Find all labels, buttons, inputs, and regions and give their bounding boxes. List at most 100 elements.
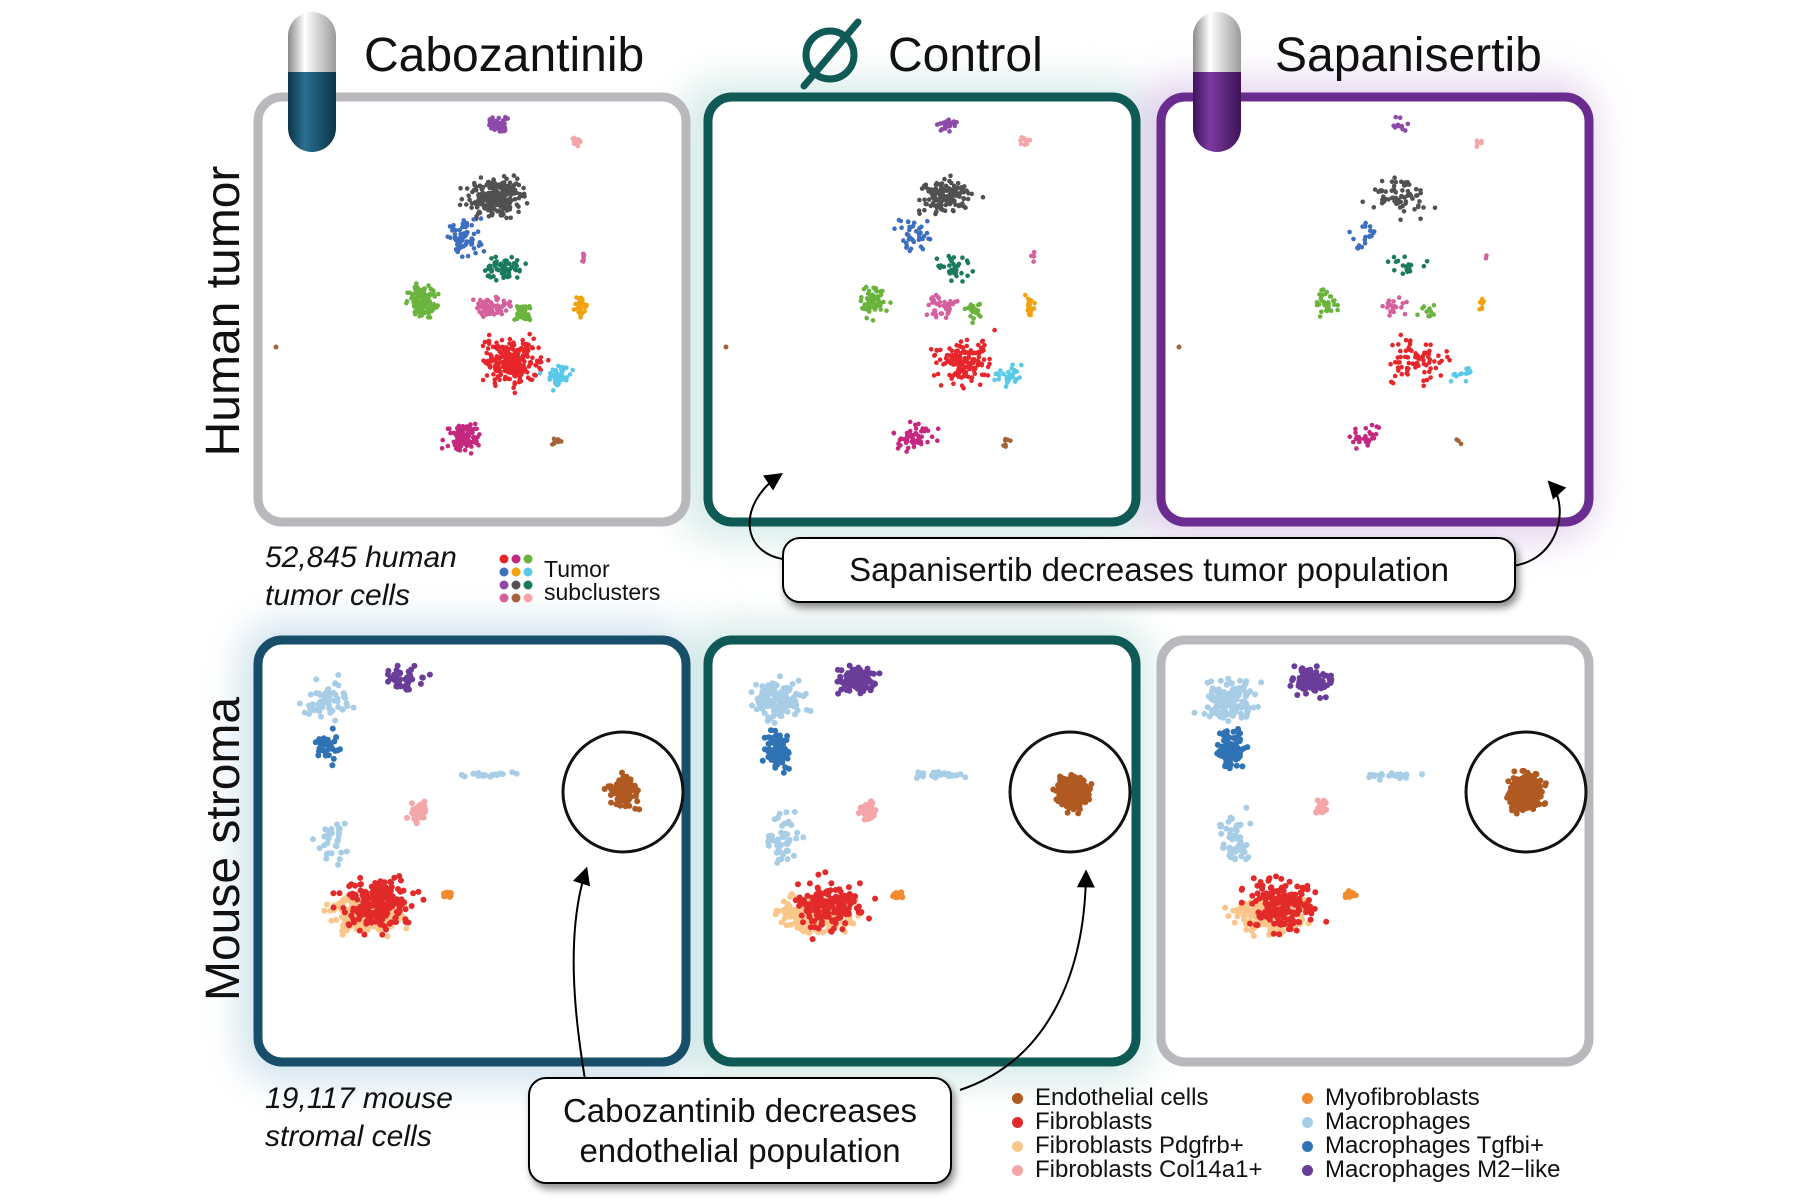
tumor-cell-point — [917, 197, 922, 203]
stroma-cell-point — [814, 885, 821, 892]
stroma-cell-point — [636, 806, 643, 813]
stroma-cell-point — [338, 849, 345, 856]
tumor-cell-point — [1383, 189, 1388, 194]
tumor-cell-point — [507, 370, 513, 376]
stroma-cell-point — [836, 886, 843, 893]
tumor-cell-point — [1392, 373, 1398, 379]
tumor-cell-point — [1399, 179, 1404, 185]
tumor-cell-point — [495, 208, 500, 214]
stroma-cell-point — [849, 666, 856, 673]
stroma-cell-point — [771, 816, 778, 823]
tumor-cell-point — [1366, 439, 1371, 445]
tumor-cell-point — [970, 320, 975, 326]
stroma-cell-point — [765, 837, 772, 844]
stroma-cell-point — [1295, 907, 1302, 914]
tumor-cell-point — [948, 173, 953, 179]
stroma-cell-point — [1241, 843, 1247, 850]
tumor-cell-point — [467, 197, 472, 203]
tumor-cell-point — [968, 313, 973, 319]
stroma-cell-point — [392, 914, 399, 921]
tumor-cell-point — [467, 430, 473, 436]
stroma-cell-point — [1075, 785, 1081, 792]
stroma-cell-point — [1288, 909, 1294, 916]
stroma-cell-point — [1294, 692, 1301, 698]
stroma-cell-point — [316, 708, 323, 715]
tumor-cell-point — [482, 339, 488, 345]
tumor-cell-point — [1372, 187, 1378, 192]
stroma-cell-point — [330, 755, 337, 762]
tumor-cell-point — [458, 185, 463, 191]
stroma-cell-point — [1270, 930, 1277, 937]
tumor-cell-point — [460, 221, 466, 227]
tumor-cell-point — [1413, 186, 1419, 192]
tumor-cell-point — [450, 228, 455, 233]
stroma-cell-point — [357, 881, 364, 888]
stroma-cell-point — [633, 786, 639, 793]
tumor-cell-point — [1374, 424, 1379, 429]
tumor-cell-point — [469, 205, 474, 210]
tumor-cell-point — [496, 197, 502, 203]
umap-points — [273, 114, 1549, 943]
tumor-cell-point — [1386, 197, 1391, 202]
tumor-cell-point — [559, 439, 564, 444]
stroma-cell-point — [915, 771, 922, 778]
tumor-cell-point — [948, 299, 953, 304]
stroma-cell-point — [850, 920, 857, 927]
tumor-cell-point — [1403, 201, 1408, 206]
tumor-cell-point — [515, 176, 520, 181]
stroma-cell-point — [780, 769, 787, 776]
tumor-cell-point — [960, 279, 965, 284]
stroma-cell-point — [791, 808, 798, 815]
tumor-cell-point — [1427, 357, 1433, 362]
stroma-cell-point — [795, 881, 801, 888]
tumor-cell-point — [872, 306, 878, 312]
tumor-cell-point — [491, 274, 496, 279]
stroma-cell-point — [1234, 913, 1241, 920]
tumor-cell-point — [1468, 369, 1473, 374]
tumor-cell-point — [1353, 430, 1358, 436]
tumor-cell-point — [1031, 254, 1037, 259]
stroma-cell-point — [1295, 918, 1302, 925]
tumor-cell-point — [455, 438, 460, 444]
tumor-cell-point — [1393, 360, 1398, 365]
tumor-cell-point — [943, 315, 949, 321]
stroma-cell-point — [846, 687, 853, 694]
tumor-cell-point — [426, 283, 431, 288]
tumor-cell-point — [464, 223, 470, 228]
stroma-cell-point — [1314, 808, 1321, 815]
stroma-cell-point — [833, 893, 840, 900]
tumor-cell-point — [937, 303, 942, 308]
tumor-cell-point — [1395, 355, 1401, 360]
tumor-cell-point — [1427, 306, 1432, 311]
tumor-cell-point — [436, 291, 441, 297]
tumor-cell-point — [961, 196, 966, 201]
tumor-cell-point — [488, 196, 494, 201]
tumor-cell-point — [937, 357, 943, 363]
stroma-cell-point — [1257, 902, 1264, 909]
tumor-cell-point — [1399, 193, 1404, 199]
tumor-cell-point — [457, 448, 463, 453]
stroma-cell-point — [845, 884, 852, 891]
stroma-cell-point — [935, 769, 942, 775]
tumor-cell-point — [1395, 365, 1401, 370]
stroma-cell-point — [328, 826, 335, 832]
stroma-cell-point — [1247, 920, 1253, 927]
stroma-cell-point — [617, 802, 624, 809]
stroma-cell-point — [1226, 711, 1232, 718]
tumor-cell-point — [977, 382, 983, 388]
tumor-cell-point — [547, 377, 552, 382]
tumor-cell-point — [502, 376, 508, 382]
stroma-cell-point — [335, 832, 342, 839]
tumor-cell-point — [940, 190, 945, 195]
tumor-cell-point — [537, 371, 543, 376]
tumor-cell-point — [953, 348, 959, 354]
tumor-cell-point — [1437, 360, 1442, 366]
stroma-cell-point — [343, 700, 350, 707]
tumor-cell-point — [1400, 263, 1406, 268]
stroma-cell-point — [1227, 827, 1234, 834]
tumor-cell-point — [978, 314, 983, 319]
tumor-cell-point — [411, 303, 417, 309]
stroma-cell-point — [335, 704, 342, 710]
